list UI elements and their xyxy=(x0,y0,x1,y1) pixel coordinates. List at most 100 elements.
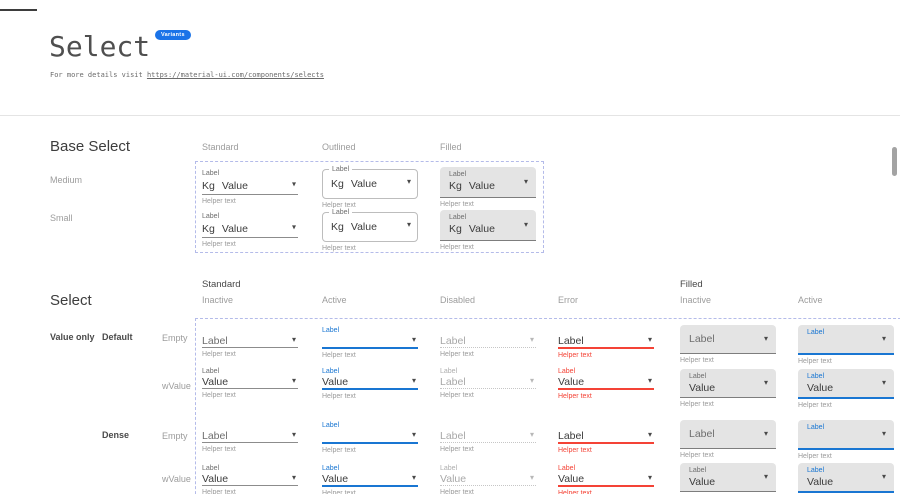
caret-down-icon: ▾ xyxy=(529,335,534,345)
select-input[interactable]: Label ▾ xyxy=(680,420,776,449)
select-standard-default-wvalue-disabled: Label Label ▾ Helper text xyxy=(440,367,536,399)
select-input[interactable]: Label Value ▾ xyxy=(798,369,894,399)
helper-text: Helper text xyxy=(798,453,832,460)
select-value: Value xyxy=(350,221,377,233)
caret-down-icon: ▾ xyxy=(529,473,534,483)
caret-down-icon: ▾ xyxy=(411,335,416,345)
select-label: Label xyxy=(558,368,576,375)
select-input[interactable]: Label Kg Value ▾ xyxy=(322,165,418,199)
select-standard-default-wvalue-inactive: Label Value ▾ Helper text xyxy=(202,367,298,399)
helper-text: Helper text xyxy=(202,392,236,399)
helper-text: Helper text xyxy=(558,490,592,494)
caret-down-icon: ▾ xyxy=(881,333,886,343)
select-input[interactable]: Kg Value ▾ xyxy=(202,178,298,195)
select-value: Label xyxy=(689,333,715,345)
base-select-heading: Base Select xyxy=(50,138,131,155)
select-filled-default-wvalue-active: Label Value ▾ Helper text xyxy=(798,369,894,409)
select-value: Label xyxy=(440,376,466,388)
select-value: Value xyxy=(558,376,585,388)
caret-down-icon: ▾ xyxy=(411,473,416,483)
group-header-filled: Filled xyxy=(680,279,703,290)
select-input[interactable]: Label ▾ xyxy=(202,335,298,348)
helper-text: Helper text xyxy=(680,452,714,459)
select-label: Label xyxy=(202,170,220,177)
select-value: Label xyxy=(440,430,466,442)
select-input[interactable]: Label Kg Value ▾ xyxy=(440,167,536,198)
caret-down-icon: ▾ xyxy=(647,335,652,345)
select-label: Label xyxy=(807,373,825,380)
select-input[interactable]: Label ▾ xyxy=(558,335,654,349)
select-label: Label xyxy=(449,214,467,221)
caret-down-icon: ▾ xyxy=(763,377,768,387)
select-input[interactable]: ▾ xyxy=(322,335,418,349)
docs-link[interactable]: https://material-ui.com/components/selec… xyxy=(146,71,324,79)
select-input[interactable]: Label ▾ xyxy=(440,335,536,348)
row-group-default: Default xyxy=(102,332,133,342)
select-value: Value xyxy=(468,223,495,235)
select-input[interactable]: Label ▾ xyxy=(680,325,776,354)
select-value: Value xyxy=(558,473,585,485)
caret-down-icon: ▾ xyxy=(406,176,411,186)
helper-text: Helper text xyxy=(558,393,592,400)
page-title: Select xyxy=(49,30,151,63)
select-input[interactable]: Value ▾ xyxy=(558,376,654,390)
select-input[interactable]: Label ▾ xyxy=(798,420,894,450)
select-label: Label xyxy=(329,208,353,217)
scrollbar-thumb[interactable] xyxy=(892,147,897,176)
select-input[interactable]: Value ▾ xyxy=(440,473,536,486)
select-input[interactable]: Label ▾ xyxy=(202,430,298,443)
helper-text: Helper text xyxy=(322,393,356,400)
select-value: Value xyxy=(202,376,229,388)
select-label xyxy=(440,326,536,335)
select-input[interactable]: Label ▾ xyxy=(440,430,536,443)
select-input[interactable]: Value ▾ xyxy=(202,473,298,486)
select-filled-default-empty-active: Label ▾ Helper text xyxy=(798,325,894,365)
helper-text: Helper text xyxy=(680,357,714,364)
select-label: Label xyxy=(322,368,340,375)
select-input[interactable]: Label Value ▾ xyxy=(680,369,776,398)
select-heading: Select xyxy=(50,292,92,309)
row-label-medium: Medium xyxy=(50,175,83,185)
adornment: Kg xyxy=(449,180,462,192)
select-standard-default-empty-active: Label ▾ Helper text xyxy=(322,326,418,359)
helper-text: Helper text xyxy=(440,392,474,399)
caret-down-icon: ▾ xyxy=(881,428,886,438)
select-input[interactable]: Label Value ▾ xyxy=(680,463,776,492)
select-input[interactable]: Label Kg Value ▾ xyxy=(440,210,536,241)
select-input[interactable]: Value ▾ xyxy=(202,376,298,389)
select-input[interactable]: Label Value ▾ xyxy=(798,463,894,493)
select-input[interactable]: Value ▾ xyxy=(322,473,418,487)
select-value: Label xyxy=(558,430,584,442)
select-input[interactable]: Label Kg Value ▾ xyxy=(322,208,418,242)
row-label-dense-empty: Empty xyxy=(162,431,188,441)
select-input[interactable]: ▾ xyxy=(322,430,418,444)
helper-text: Helper text xyxy=(322,447,356,454)
column-header-standard: Standard xyxy=(202,142,239,152)
row-group-value-only: Value only xyxy=(50,332,95,342)
column-header-outlined: Outlined xyxy=(322,142,356,152)
caret-down-icon: ▾ xyxy=(291,222,296,232)
select-value: Value xyxy=(468,180,495,192)
select-input[interactable]: Kg Value ▾ xyxy=(202,221,298,238)
helper-text: Helper text xyxy=(322,202,356,209)
select-value: Label xyxy=(202,335,228,347)
select-standard-default-empty-inactive: Label ▾ Helper text xyxy=(202,326,298,358)
select-input[interactable]: Label ▾ xyxy=(798,325,894,355)
select-label: Label xyxy=(558,465,576,472)
select-input[interactable]: Label ▾ xyxy=(558,430,654,444)
select-value: Value xyxy=(689,476,716,488)
select-label: Label xyxy=(689,467,707,474)
select-value: Label xyxy=(440,335,466,347)
select-standard-default-empty-disabled: Label ▾ Helper text xyxy=(440,326,536,358)
select-label xyxy=(202,421,298,430)
select-label: Label xyxy=(807,467,825,474)
select-input[interactable]: Value ▾ xyxy=(322,376,418,390)
adornment: Kg xyxy=(331,178,344,190)
select-input[interactable]: Label ▾ xyxy=(440,376,536,389)
select-input[interactable]: Value ▾ xyxy=(558,473,654,487)
caret-down-icon: ▾ xyxy=(763,471,768,481)
column-header-filled-active: Active xyxy=(798,295,823,305)
